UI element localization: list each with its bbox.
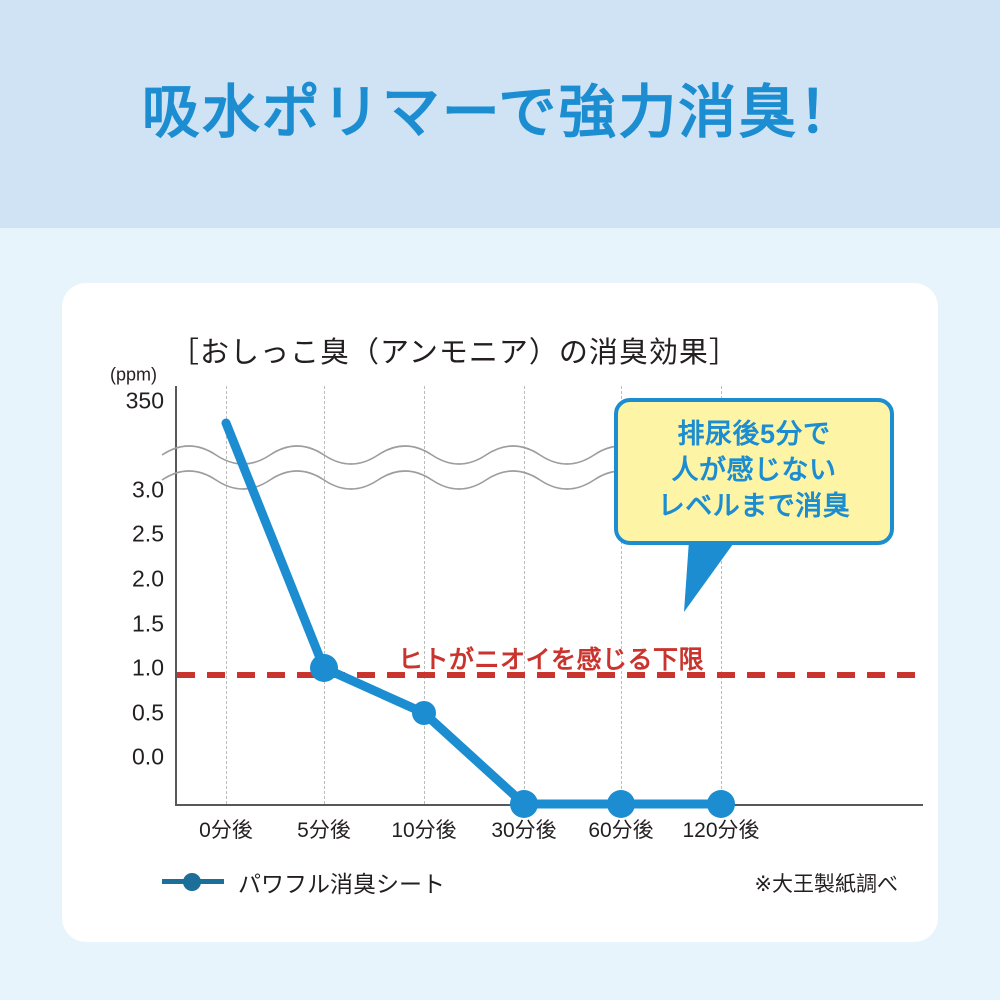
data-point-120 <box>707 790 735 818</box>
legend-marker-dot <box>183 873 201 891</box>
chart-card: ［おしっこ臭（アンモニア）の消臭効果］ (ppm) 350 3.0 2.5 2.… <box>62 283 938 942</box>
gridline-0 <box>226 386 228 804</box>
chart-legend: パワフル消臭シート <box>162 865 445 899</box>
y-tick-label-2-0: 2.0 <box>132 565 164 592</box>
gridline-1 <box>324 386 326 804</box>
gridline-4 <box>621 386 623 804</box>
gridline-2 <box>424 386 426 804</box>
y-tick-label-3-0: 3.0 <box>132 476 164 503</box>
callout-line-3: レベルまで消臭 <box>657 491 851 522</box>
data-point-10 <box>412 701 436 725</box>
y-tick-label-1-0: 1.0 <box>132 654 164 681</box>
x-tick-label-10: 10分後 <box>391 819 457 842</box>
data-point-30 <box>510 790 538 818</box>
y-tick-label-0-0: 0.0 <box>132 743 164 770</box>
callout-bubble: 排尿後5分で 人が感じない レベルまで消臭 <box>614 398 894 545</box>
series-line-powerful-sheet <box>221 418 726 809</box>
data-point-5 <box>310 654 338 682</box>
y-axis-unit-label: (ppm) <box>110 364 158 385</box>
x-tick-label-120: 120分後 <box>682 819 760 842</box>
y-tick-label-2-5: 2.5 <box>132 520 164 547</box>
x-tick-label-60: 60分後 <box>588 819 654 842</box>
callout-line-2: 人が感じない <box>671 455 837 486</box>
header-band: 吸水ポリマーで強力消臭！ <box>0 0 1000 228</box>
y-tick-label-350: 350 <box>125 387 164 414</box>
x-tick-label-0: 0分後 <box>199 819 253 842</box>
legend-label: パワフル消臭シート <box>238 871 445 897</box>
chart-title: ［おしっこ臭（アンモニア）の消臭効果］ <box>170 337 739 369</box>
gridline-3 <box>524 386 526 804</box>
x-tick-label-30: 30分後 <box>491 819 557 842</box>
chart-footnote: ※大王製紙調べ <box>754 873 898 896</box>
y-axis-line <box>175 386 177 806</box>
y-tick-label-1-5: 1.5 <box>132 610 164 637</box>
chart-svg <box>161 418 923 818</box>
x-tick-label-5: 5分後 <box>297 819 351 842</box>
callout-line-1: 排尿後5分で <box>677 419 831 449</box>
data-point-60 <box>607 790 635 818</box>
page-title: 吸水ポリマーで強力消臭！ <box>141 80 859 145</box>
legend-marker-icon <box>162 871 224 893</box>
chart-plot-area: (ppm) 350 3.0 2.5 2.0 1.5 1.0 0.5 0.0 0分… <box>62 283 938 942</box>
y-tick-label-0-5: 0.5 <box>132 699 164 726</box>
threshold-label: ヒトがニオイを感じる下限 <box>398 646 705 674</box>
